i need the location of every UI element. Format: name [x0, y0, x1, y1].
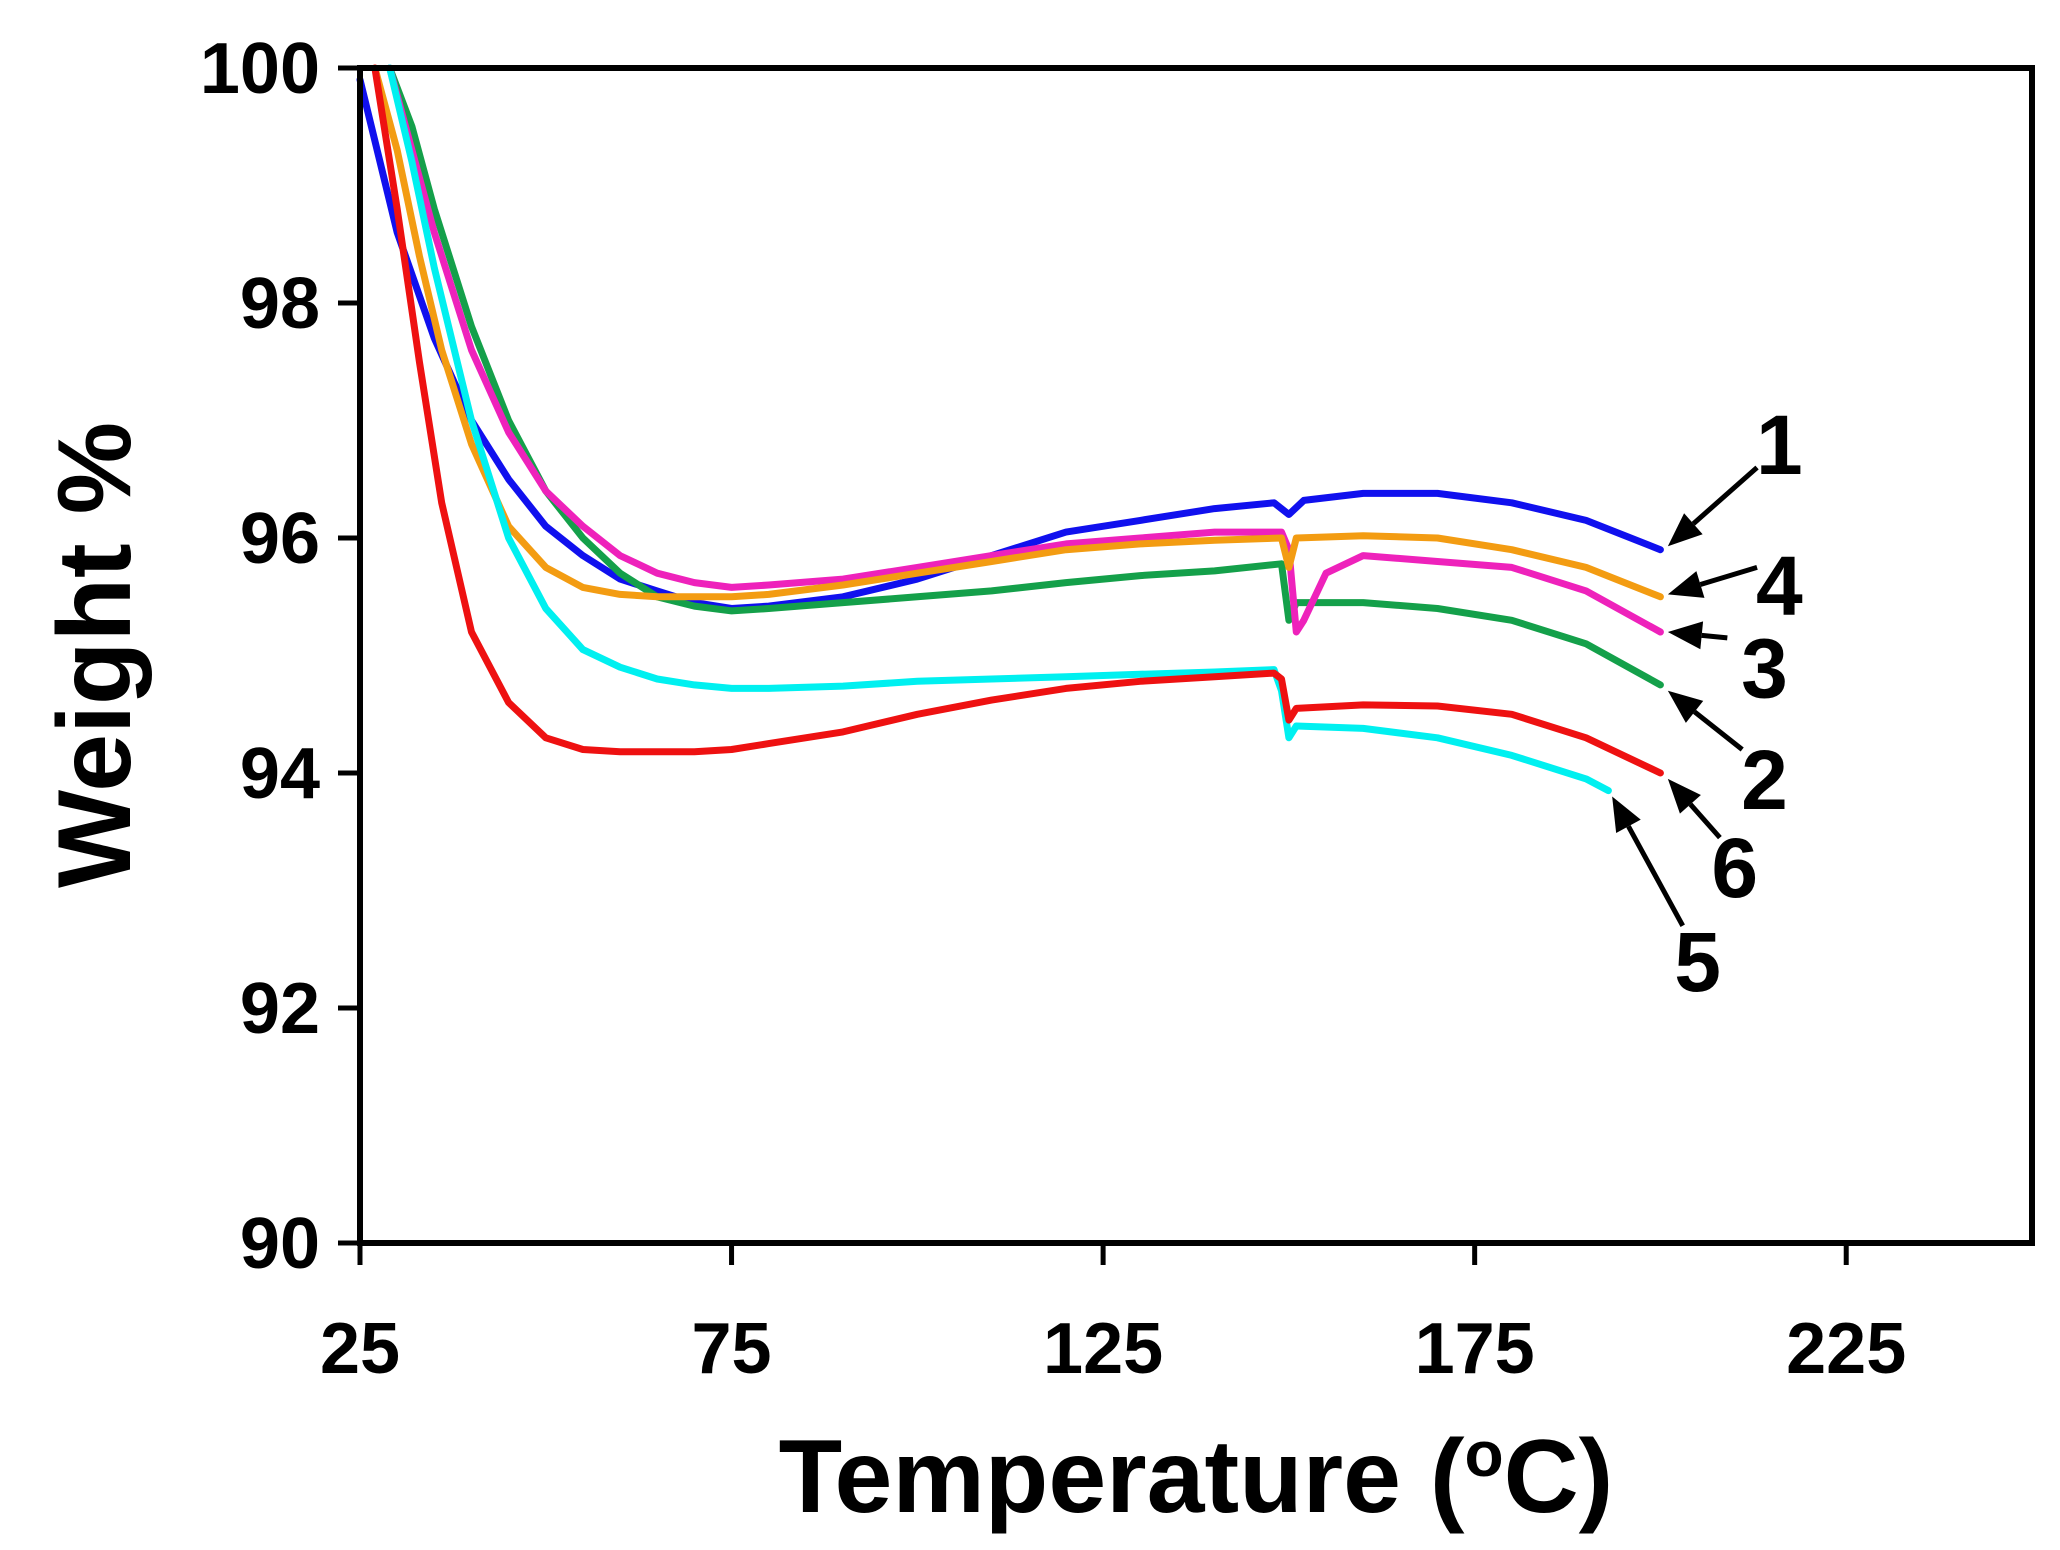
- y-axis-title: Weight %: [37, 422, 153, 888]
- arrow-2: [1692, 709, 1744, 752]
- arrow-head-3: [1667, 621, 1704, 650]
- arrow-3: [1701, 632, 1728, 641]
- arrow-head-1: [1667, 513, 1703, 547]
- series-line-2: [386, 64, 1664, 689]
- series-line-3: [386, 64, 1664, 636]
- arrow-head-2: [1667, 690, 1704, 723]
- x-tick-label: 75: [692, 1309, 772, 1389]
- x-tick-label: 125: [1043, 1309, 1163, 1389]
- arrow-head-4: [1667, 571, 1705, 598]
- y-tick-label: 90: [240, 1204, 320, 1284]
- y-tick-label: 98: [240, 264, 320, 344]
- series-label-1: 1: [1756, 398, 1803, 492]
- y-tick-label: 92: [240, 969, 320, 1049]
- series-line-1: [356, 76, 1664, 612]
- series-line-4: [371, 64, 1664, 601]
- series-label-3: 3: [1741, 621, 1788, 715]
- series-label-2: 2: [1741, 733, 1788, 827]
- arrow-1: [1691, 465, 1759, 526]
- arrow-head-5: [1612, 796, 1641, 834]
- y-tick-label: 94: [240, 734, 320, 814]
- series-label-4: 4: [1756, 539, 1803, 633]
- x-axis-title: Temperature (oC): [779, 1418, 1614, 1535]
- arrow-head-6: [1667, 778, 1701, 814]
- series-line-6: [371, 64, 1664, 777]
- arrow-4: [1699, 564, 1758, 587]
- x-axis-title-superscript: o: [1464, 1418, 1503, 1490]
- series-layer: [356, 64, 1664, 795]
- x-tick-label: 25: [320, 1309, 400, 1389]
- series-line-5: [386, 64, 1612, 795]
- arrow-5: [1626, 825, 1685, 927]
- arrow-6: [1688, 802, 1722, 840]
- x-tick-label: 225: [1786, 1309, 1906, 1389]
- x-tick-label: 175: [1415, 1309, 1535, 1389]
- series-label-6: 6: [1711, 821, 1758, 915]
- y-tick-label: 96: [240, 499, 320, 579]
- plot-frame: [357, 65, 2035, 1246]
- series-label-5: 5: [1674, 915, 1721, 1009]
- y-tick-label: 100: [200, 29, 320, 109]
